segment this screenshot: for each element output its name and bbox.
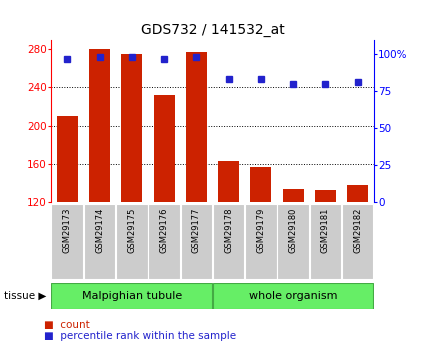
Bar <box>57 116 78 202</box>
Text: ■  percentile rank within the sample: ■ percentile rank within the sample <box>44 332 237 341</box>
FancyBboxPatch shape <box>181 204 212 279</box>
Text: tissue ▶: tissue ▶ <box>4 291 47 301</box>
FancyBboxPatch shape <box>310 204 341 279</box>
Text: Malpighian tubule: Malpighian tubule <box>82 291 182 301</box>
FancyBboxPatch shape <box>245 204 277 279</box>
Text: GSM29176: GSM29176 <box>160 207 169 253</box>
FancyBboxPatch shape <box>52 204 83 279</box>
Bar <box>251 167 271 202</box>
Text: GSM29174: GSM29174 <box>95 207 104 253</box>
FancyBboxPatch shape <box>148 204 180 279</box>
Bar <box>283 189 303 202</box>
Bar <box>186 52 207 202</box>
FancyBboxPatch shape <box>277 204 309 279</box>
Text: ■  count: ■ count <box>44 320 90 330</box>
Text: GSM29175: GSM29175 <box>127 207 136 253</box>
Text: GSM29177: GSM29177 <box>192 207 201 253</box>
Text: GSM29179: GSM29179 <box>256 207 265 253</box>
Text: GSM29182: GSM29182 <box>353 207 362 253</box>
Text: GSM29173: GSM29173 <box>63 207 72 253</box>
Bar <box>347 185 368 202</box>
FancyBboxPatch shape <box>213 204 244 279</box>
Text: GSM29181: GSM29181 <box>321 207 330 253</box>
Bar <box>89 49 110 202</box>
FancyBboxPatch shape <box>52 283 212 309</box>
Text: GSM29180: GSM29180 <box>289 207 298 253</box>
FancyBboxPatch shape <box>116 204 148 279</box>
Bar <box>218 161 239 202</box>
Title: GDS732 / 141532_at: GDS732 / 141532_at <box>141 23 284 37</box>
Text: whole organism: whole organism <box>249 291 337 301</box>
Bar <box>121 54 142 202</box>
FancyBboxPatch shape <box>213 283 373 309</box>
Bar <box>315 190 336 202</box>
FancyBboxPatch shape <box>342 204 373 279</box>
Bar <box>154 95 174 202</box>
FancyBboxPatch shape <box>84 204 115 279</box>
Text: GSM29178: GSM29178 <box>224 207 233 253</box>
